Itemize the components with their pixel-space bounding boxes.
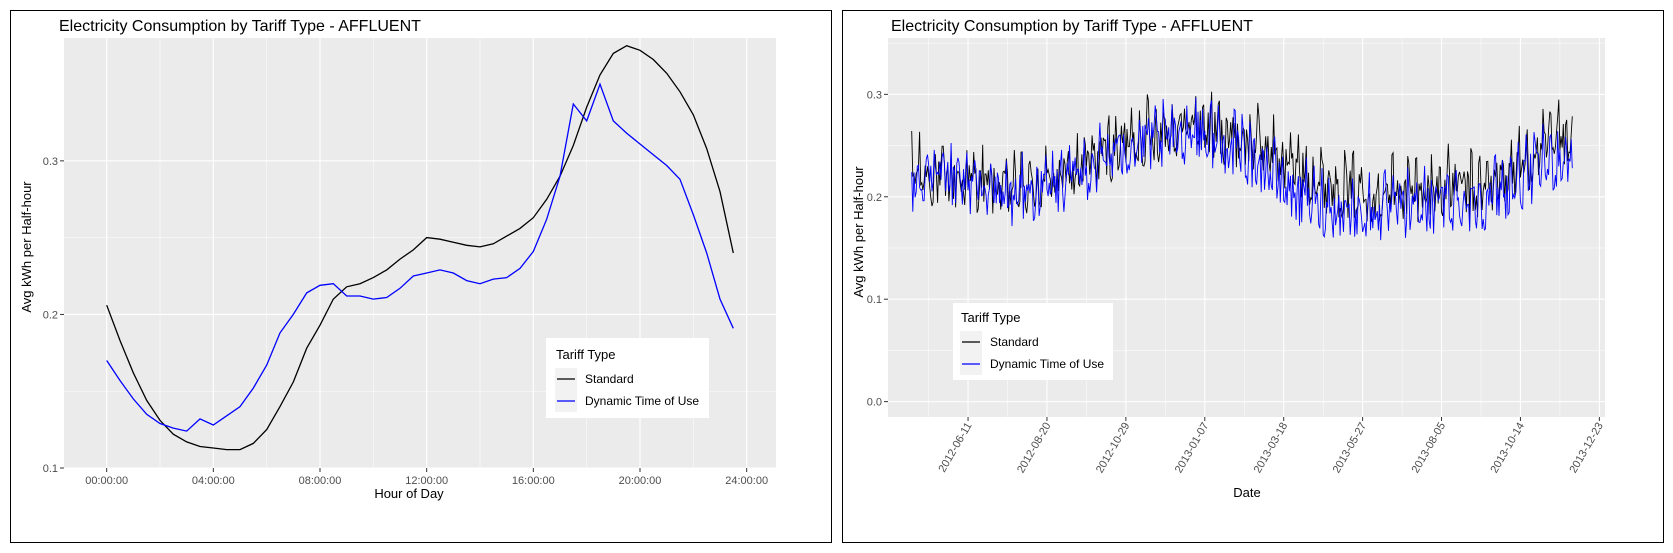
legend-label-standard: Standard bbox=[990, 335, 1039, 349]
x-tick-label: 2013-08-05 bbox=[1410, 421, 1449, 476]
y-tick-label: 0.1 bbox=[43, 463, 58, 475]
x-tick-label: 24:00:00 bbox=[725, 475, 768, 487]
x-tick-label: 2012-08-20 bbox=[1015, 421, 1054, 476]
x-tick-label: 2013-05-27 bbox=[1331, 421, 1370, 476]
chart-title: Electricity Consumption by Tariff Type -… bbox=[891, 18, 1253, 35]
y-tick-label: 0.2 bbox=[867, 192, 882, 204]
x-tick-label: 04:00:00 bbox=[192, 475, 235, 487]
y-tick-label: 0.0 bbox=[867, 397, 882, 409]
x-tick-label: 2013-10-14 bbox=[1489, 421, 1528, 476]
y-tick-label: 0.2 bbox=[43, 309, 58, 321]
y-axis-title: Avg kWh per Half-hour bbox=[851, 166, 866, 298]
chart-panel-daily: Electricity Consumption by Tariff Type -… bbox=[842, 10, 1664, 543]
chart-title: Electricity Consumption by Tariff Type -… bbox=[59, 18, 421, 35]
x-axis-title: Hour of Day bbox=[374, 486, 444, 501]
series-line-dtou bbox=[106, 82, 734, 432]
series-line-standard bbox=[106, 44, 734, 451]
y-axis-title: Avg kWh per Half-hour bbox=[19, 181, 34, 313]
series-line-dtou bbox=[911, 97, 1573, 241]
x-tick-label: 2012-10-29 bbox=[1094, 421, 1133, 476]
chart-panel-hourly: Electricity Consumption by Tariff Type -… bbox=[10, 10, 832, 543]
daily-chart-svg: Electricity Consumption by Tariff Type -… bbox=[851, 18, 1606, 500]
x-tick-label: 2013-12-23 bbox=[1567, 421, 1606, 476]
legend-title: Tariff Type bbox=[556, 347, 616, 362]
hourly-chart-svg: Electricity Consumption by Tariff Type -… bbox=[19, 18, 776, 501]
legend: Tariff Type Standard Dynamic Time of Use bbox=[953, 303, 1113, 380]
x-tick-label: 16:00:00 bbox=[512, 475, 555, 487]
x-tick-label: 2013-01-07 bbox=[1173, 421, 1212, 476]
x-tick-label: 00:00:00 bbox=[85, 475, 128, 487]
x-tick-label: 2012-06-11 bbox=[937, 421, 975, 475]
x-axis-title: Date bbox=[1233, 485, 1260, 500]
x-tick-label: 12:00:00 bbox=[405, 475, 448, 487]
legend-label-standard: Standard bbox=[585, 372, 634, 386]
legend-label-dtou: Dynamic Time of Use bbox=[585, 394, 699, 408]
legend-label-dtou: Dynamic Time of Use bbox=[990, 357, 1104, 371]
x-tick-label: 20:00:00 bbox=[619, 475, 662, 487]
x-tick-label: 2013-03-18 bbox=[1252, 421, 1291, 476]
legend-title: Tariff Type bbox=[961, 310, 1021, 325]
y-tick-label: 0.1 bbox=[867, 294, 882, 306]
y-tick-label: 0.3 bbox=[867, 89, 882, 101]
x-tick-label: 08:00:00 bbox=[299, 475, 342, 487]
y-tick-label: 0.3 bbox=[43, 156, 58, 168]
legend: Tariff Type Standard Dynamic Time of Use bbox=[546, 338, 709, 418]
